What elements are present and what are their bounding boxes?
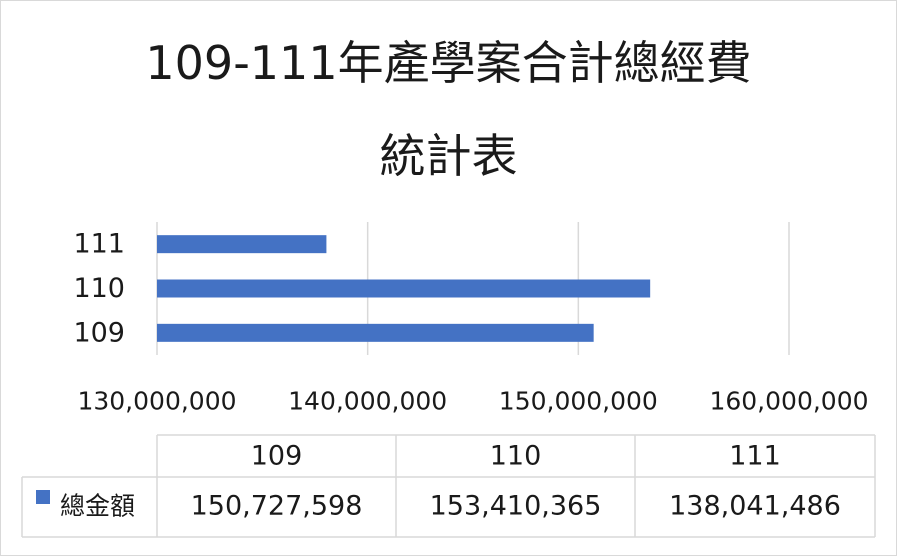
table-header-110: 110 (490, 441, 542, 472)
legend-label: 總金額 (60, 492, 135, 521)
y-tick-label-109: 109 (73, 317, 125, 348)
table-value-110: 153,410,365 (430, 491, 602, 522)
table-value-111: 138,041,486 (669, 491, 841, 522)
y-tick-label-111: 111 (73, 229, 125, 260)
table-header-109: 109 (251, 441, 303, 472)
x-tick-label-1: 140,000,000 (288, 387, 447, 416)
legend-swatch (36, 490, 50, 504)
table-value-109: 150,727,598 (191, 491, 363, 522)
x-tick-label-0: 130,000,000 (77, 387, 236, 416)
table-header-111: 111 (729, 441, 781, 472)
y-tick-label-110: 110 (73, 273, 125, 304)
x-tick-label-3: 160,000,000 (709, 387, 868, 416)
chart-title-line-1: 109-111年產學案合計總經費 (145, 36, 752, 90)
chart-title-line-2: 統計表 (379, 129, 518, 183)
bar-110 (157, 279, 651, 298)
bar-111 (157, 235, 327, 254)
x-tick-label-2: 150,000,000 (499, 387, 658, 416)
bar-109 (157, 323, 594, 342)
